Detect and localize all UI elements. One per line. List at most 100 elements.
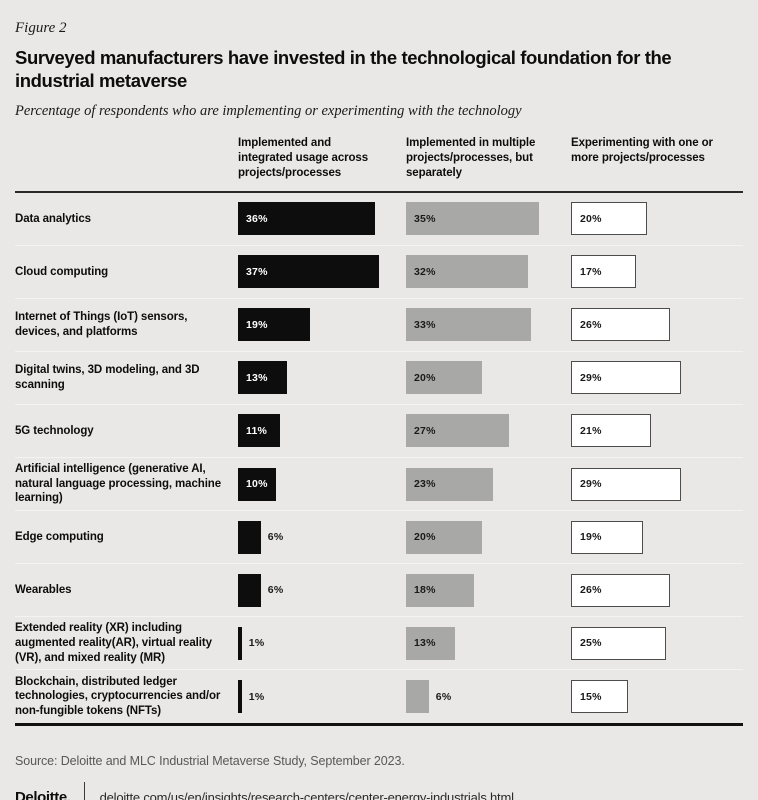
table-row: Data analytics 36% 35% 20%	[15, 193, 743, 246]
bar-series-1	[238, 626, 242, 660]
category-label: Edge computing	[15, 530, 104, 543]
footer-divider	[83, 782, 85, 800]
bar-series-2: 33%	[406, 308, 532, 342]
footer: Deloitte. deloitte.com/us/en/insights/re…	[15, 782, 743, 800]
category-label: Data analytics	[15, 212, 91, 225]
bar-series-3: 25%	[571, 626, 666, 660]
bar-value: 29%	[580, 478, 602, 491]
bar-value: 26%	[580, 584, 602, 597]
column-header-implemented-integrated: Implemented and integrated usage across …	[238, 137, 369, 179]
bar-value: 23%	[414, 478, 436, 491]
bar-series-2	[406, 680, 429, 714]
bar-cell: 20%	[406, 515, 571, 559]
bar-cell: 20%	[571, 197, 743, 241]
bar-cell: 21%	[571, 409, 743, 453]
logo-text: Deloitte	[15, 788, 67, 800]
bar-value: 6%	[267, 584, 284, 597]
bar-value: 1%	[248, 690, 265, 703]
table-row: Blockchain, distributed ledger technolog…	[15, 670, 743, 723]
bar-series-2: 13%	[406, 626, 456, 660]
table-row: Internet of Things (IoT) sensors, device…	[15, 299, 743, 352]
source-note: Source: Deloitte and MLC Industrial Meta…	[15, 754, 405, 769]
bar-series-2: 23%	[406, 467, 494, 501]
table-row: Extended reality (XR) including augmente…	[15, 617, 743, 671]
bar-value: 1%	[248, 637, 265, 650]
bar-value: 18%	[414, 584, 436, 597]
bar-series-3: 21%	[571, 414, 651, 448]
bar-series-3: 20%	[571, 202, 647, 236]
bar-value: 35%	[414, 212, 436, 225]
bar-value: 19%	[580, 531, 602, 544]
bar-cell: 29%	[571, 356, 743, 400]
bar-value: 27%	[414, 424, 436, 437]
category-label: 5G technology	[15, 424, 94, 437]
bar-value: 20%	[414, 371, 436, 384]
bar-cell: 25%	[571, 621, 743, 665]
bar-cell: 6%	[238, 568, 406, 612]
bar-cell: 1%	[238, 674, 406, 719]
bar-cell: 19%	[238, 303, 406, 347]
bar-value: 36%	[246, 212, 268, 225]
bar-cell: 10%	[238, 462, 406, 506]
bar-value: 10%	[246, 478, 268, 491]
table-row: Edge computing 6% 20% 19%	[15, 511, 743, 565]
bar-cell: 26%	[571, 568, 743, 612]
bar-series-3: 26%	[571, 573, 670, 607]
bar-series-1: 37%	[238, 255, 379, 289]
bar-value: 29%	[580, 371, 602, 384]
bar-series-1	[238, 520, 261, 554]
category-label: Extended reality (XR) including augmente…	[15, 622, 212, 664]
bar-series-1	[238, 680, 242, 714]
bar-value: 32%	[414, 265, 436, 278]
bar-cell: 32%	[406, 250, 571, 294]
bar-series-1: 11%	[238, 414, 280, 448]
bar-series-3: 29%	[571, 467, 682, 501]
bar-value: 13%	[246, 371, 268, 384]
bar-series-1: 19%	[238, 308, 311, 342]
bar-cell: 18%	[406, 568, 571, 612]
bar-value: 33%	[414, 318, 436, 331]
table-row: Cloud computing 37% 32% 17%	[15, 246, 743, 299]
bar-value: 20%	[414, 531, 436, 544]
figure-label: Figure 2	[15, 20, 67, 36]
bar-cell: 20%	[406, 356, 571, 400]
bar-cell: 37%	[238, 250, 406, 294]
bar-cell: 33%	[406, 303, 571, 347]
category-label: Internet of Things (IoT) sensors, device…	[15, 311, 188, 338]
bar-value: 6%	[267, 531, 284, 544]
deloitte-logo: Deloitte.	[15, 789, 71, 800]
page-title: Surveyed manufacturers have invested in …	[15, 47, 672, 91]
bar-cell: 19%	[571, 515, 743, 559]
bar-value: 19%	[246, 318, 268, 331]
bar-series-3: 15%	[571, 680, 628, 714]
bar-series-3: 19%	[571, 520, 644, 554]
column-header-implemented-separately: Implemented in multiple projects/process…	[406, 137, 536, 179]
bar-series-2: 35%	[406, 202, 539, 236]
bar-cell: 13%	[406, 621, 571, 665]
bar-series-1	[238, 573, 261, 607]
bar-cell: 1%	[238, 621, 406, 665]
bar-cell: 17%	[571, 250, 743, 294]
bar-value: 26%	[580, 318, 602, 331]
bar-value: 25%	[580, 637, 602, 650]
bar-series-2: 18%	[406, 573, 475, 607]
bar-value: 17%	[580, 265, 602, 278]
bar-series-1: 13%	[238, 361, 288, 395]
logo-green-dot: .	[66, 788, 71, 800]
bar-cell: 23%	[406, 462, 571, 506]
bar-series-1: 36%	[238, 202, 375, 236]
bar-series-2: 27%	[406, 414, 509, 448]
column-header-experimenting: Experimenting with one or more projects/…	[571, 137, 713, 165]
bar-value: 13%	[414, 637, 436, 650]
table-row: Digital twins, 3D modeling, and 3D scann…	[15, 352, 743, 405]
bar-series-2: 20%	[406, 520, 482, 554]
bar-cell: 15%	[571, 674, 743, 719]
category-column-spacer	[15, 136, 238, 181]
bar-value: 21%	[580, 424, 602, 437]
bar-value: 6%	[435, 690, 452, 703]
table-row: 5G technology 11% 27% 21%	[15, 405, 743, 458]
bar-series-3: 17%	[571, 255, 636, 289]
category-label: Artificial intelligence (generative AI, …	[15, 462, 222, 505]
footer-url: deloitte.com/us/en/insights/research-cen…	[99, 789, 514, 800]
